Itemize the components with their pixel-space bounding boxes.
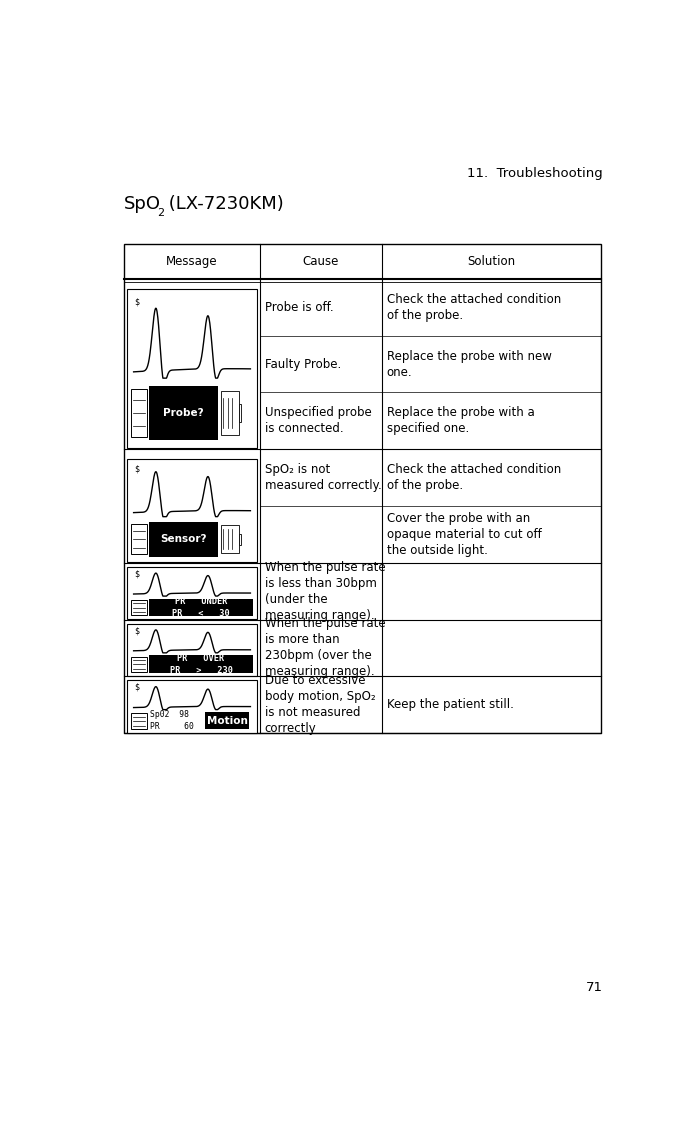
Text: $: $ xyxy=(134,297,139,306)
Text: 2: 2 xyxy=(157,208,164,219)
Text: $: $ xyxy=(134,683,139,693)
Bar xyxy=(127,459,257,562)
Bar xyxy=(131,656,147,672)
Bar xyxy=(205,712,249,729)
Bar xyxy=(124,244,601,734)
Bar xyxy=(149,599,253,616)
Text: PR   OVER
PR   >   230: PR OVER PR > 230 xyxy=(170,654,233,674)
Bar xyxy=(131,713,147,729)
Text: Message: Message xyxy=(166,255,218,268)
Text: When the pulse rate
is less than 30bpm
(under the
measuring range).: When the pulse rate is less than 30bpm (… xyxy=(265,560,385,622)
Text: Check the attached condition
of the probe.: Check the attached condition of the prob… xyxy=(387,293,561,322)
Text: SpO₂ is not
measured correctly.: SpO₂ is not measured correctly. xyxy=(265,464,382,492)
Bar xyxy=(221,525,239,554)
Text: Cover the probe with an
opaque material to cut off
the outside light.: Cover the probe with an opaque material … xyxy=(387,511,542,557)
Text: Faulty Probe.: Faulty Probe. xyxy=(265,358,341,370)
Text: Sensor?: Sensor? xyxy=(160,534,207,544)
Text: SpO: SpO xyxy=(124,195,161,213)
Bar xyxy=(131,600,147,615)
Text: 11.  Troubleshooting: 11. Troubleshooting xyxy=(467,167,603,180)
Text: Motion: Motion xyxy=(206,715,248,726)
Text: Keep the patient still.: Keep the patient still. xyxy=(387,698,513,711)
Text: $: $ xyxy=(134,570,139,579)
Bar xyxy=(149,386,218,440)
Text: (LX-7230KM): (LX-7230KM) xyxy=(162,195,284,213)
Text: 71: 71 xyxy=(586,982,603,994)
Text: PR   UNDER
PR   <   30: PR UNDER PR < 30 xyxy=(172,597,230,618)
Text: Unspecified probe
is connected.: Unspecified probe is connected. xyxy=(265,407,372,435)
Text: Probe?: Probe? xyxy=(163,408,204,418)
Bar xyxy=(239,533,241,544)
Bar xyxy=(149,522,218,557)
Bar xyxy=(127,289,257,448)
Bar xyxy=(221,392,239,435)
Text: Replace the probe with a
specified one.: Replace the probe with a specified one. xyxy=(387,407,534,435)
Bar xyxy=(239,404,241,421)
Bar xyxy=(131,390,147,437)
Text: Check the attached condition
of the probe.: Check the attached condition of the prob… xyxy=(387,464,561,492)
Text: When the pulse rate
is more than
230bpm (over the
measuring range).: When the pulse rate is more than 230bpm … xyxy=(265,617,385,679)
Text: Due to excessive
body motion, SpO₂
is not measured
correctly: Due to excessive body motion, SpO₂ is no… xyxy=(265,674,376,735)
Text: Solution: Solution xyxy=(468,255,516,268)
Text: Probe is off.: Probe is off. xyxy=(265,301,333,314)
Text: $: $ xyxy=(134,465,139,474)
Text: Replace the probe with new
one.: Replace the probe with new one. xyxy=(387,350,551,378)
Text: $: $ xyxy=(134,626,139,636)
Bar xyxy=(127,624,257,675)
Text: Cause: Cause xyxy=(303,255,339,268)
Bar xyxy=(127,680,257,732)
Text: Sp02  98
PR     60: Sp02 98 PR 60 xyxy=(150,710,194,731)
Bar xyxy=(131,524,147,555)
Bar xyxy=(127,567,257,620)
Bar xyxy=(149,655,253,673)
